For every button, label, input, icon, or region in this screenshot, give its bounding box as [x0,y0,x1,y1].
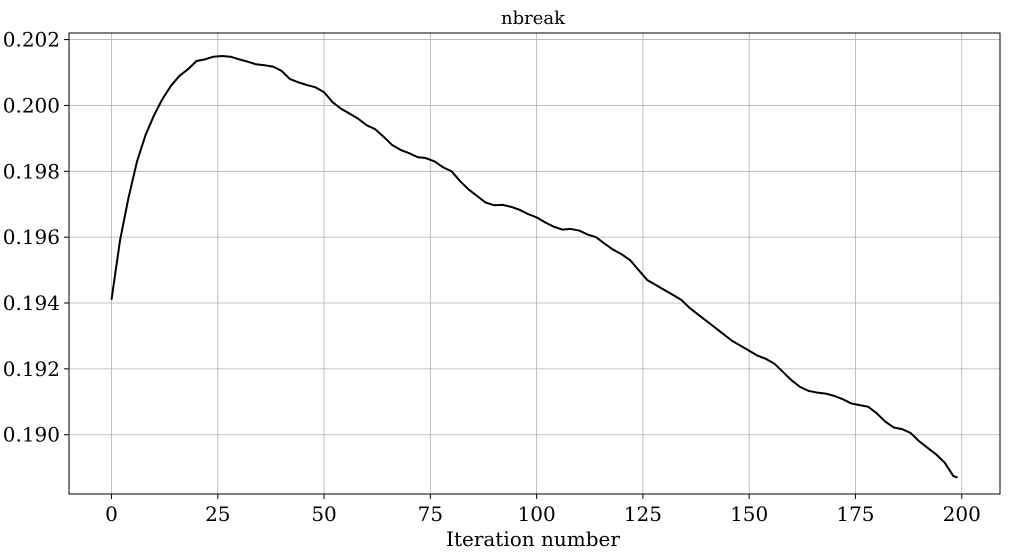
x-tick-label: 200 [943,502,981,526]
y-tick-label: 0.200 [3,93,60,117]
plot-frame [68,32,1001,495]
y-tick-label: 0.196 [3,225,60,249]
chart-title: nbreak [501,8,566,29]
x-tick-label: 100 [518,502,556,526]
x-axis-label: Iteration number [446,527,620,551]
series-line [110,55,958,479]
y-tick-label: 0.198 [3,159,60,183]
y-tick-label: 0.192 [3,357,60,381]
y-tick-label: 0.190 [3,423,60,447]
tick-layer: 0 25 50 75 100 125 150 175 200 0.190 0.192 0.194 0.1… [3,28,981,526]
grid-layer [69,33,1000,494]
series-layer [110,55,958,479]
x-tick-label: 0 [105,502,118,526]
x-tick-label: 75 [418,502,443,526]
x-tick-label: 50 [311,502,336,526]
y-tick-label: 0.202 [3,28,60,52]
x-tick-label: 175 [836,502,874,526]
x-tick-label: 150 [730,502,768,526]
x-tick-label: 25 [205,502,230,526]
y-tick-label: 0.194 [3,291,60,315]
x-tick-label: 125 [624,502,662,526]
